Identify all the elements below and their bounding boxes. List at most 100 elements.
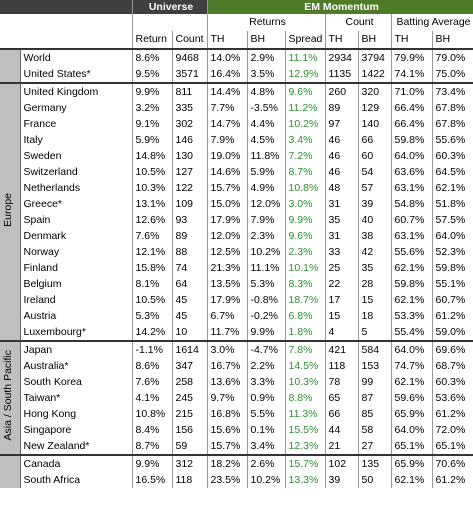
data-cell: 9.6% [285,82,326,100]
data-cell: 62.1% [391,472,433,488]
data-cell: 60 [358,148,392,164]
data-cell: 18.2% [207,454,248,472]
data-cell: 44 [325,422,359,438]
region-label: Asia / South Pacific [2,350,14,441]
data-cell: 65.9% [391,454,433,472]
data-cell: 12.9% [285,66,326,83]
data-cell: 46 [325,132,359,148]
data-cell: 3.4% [247,438,286,455]
data-row: United States* 9.5% 3571 16.4% 3.5% 12.9% 1135… [0,66,473,83]
data-cell: 2.9% [247,48,286,66]
data-cell: 10.3% [132,180,173,196]
country-name: Canada [20,454,133,472]
data-cell: 260 [325,82,359,100]
data-cell: 15.0% [207,196,248,212]
data-cell: 59.8% [432,260,473,276]
data-row: Hong Kong 10.8% 215 16.8% 5.5% 11.3% 66 85 65.9%… [0,406,473,422]
data-cell: 52.3% [432,244,473,260]
data-cell: 10.2% [285,116,326,132]
country-name: Germany [20,100,133,116]
data-cell: 14.0% [207,48,248,66]
data-cell: 68.7% [432,358,473,374]
data-cell: 65.1% [391,438,433,455]
data-cell: 55.6% [391,244,433,260]
country-name: United States* [20,66,133,83]
data-cell: 135 [358,454,392,472]
region-label: Europe [2,192,14,227]
data-cell: 31 [325,228,359,244]
data-cell: 3.4% [285,132,326,148]
data-cell: 46 [325,164,359,180]
data-cell: 63.1% [391,228,433,244]
data-cell: 14.2% [132,324,173,341]
data-cell: -0.2% [247,308,286,324]
data-cell: 3.5% [247,66,286,83]
data-cell: 258 [172,374,208,390]
data-cell: 13.3% [285,472,326,488]
data-cell: 31 [325,196,359,212]
data-cell: 9.9% [247,324,286,341]
data-cell: 51.8% [432,196,473,212]
data-cell: 9.5% [132,66,173,83]
region-cell: Asia / South Pacific [0,340,21,455]
data-cell: 11.7% [207,324,248,341]
data-cell: 59.6% [391,390,433,406]
data-cell: 66.4% [391,100,433,116]
data-cell: 109 [172,196,208,212]
data-cell: 23.5% [207,472,248,488]
data-cell: 73.4% [432,82,473,100]
data-cell: 62.1% [391,260,433,276]
data-cell: 85 [358,406,392,422]
data-cell: 62.1% [391,292,433,308]
data-cell: 99 [358,374,392,390]
data-cell: 16.8% [207,406,248,422]
country-name: Spain [20,212,133,228]
data-cell: 60.7% [432,292,473,308]
data-cell: 14.5% [285,358,326,374]
data-cell: 28 [358,276,392,292]
data-cell: 3794 [358,48,392,66]
header-em-momentum: EM Momentum [207,0,473,14]
data-cell: 17.9% [207,212,248,228]
data-cell: 14.6% [207,164,248,180]
data-cell: 60.3% [432,148,473,164]
data-cell: 93 [172,212,208,228]
data-cell: 245 [172,390,208,406]
data-cell: 64.0% [432,228,473,244]
data-cell: 64.0% [391,422,433,438]
data-cell: 4.4% [247,116,286,132]
data-cell: 10.3% [285,374,326,390]
data-row: Asia / South Pacific Japan -1.1% 1614 3.0% -4… [0,340,473,455]
data-cell: 64.5% [432,164,473,180]
data-cell: 1422 [358,66,392,83]
data-cell: 18 [358,308,392,324]
region-cell [0,48,21,83]
data-cell: 60.3% [432,374,473,390]
data-cell: 62.1% [391,374,433,390]
data-cell: 11.2% [285,100,326,116]
country-name: Belgium [20,276,133,292]
data-cell: 33 [325,244,359,260]
country-name: South Africa [20,472,133,488]
country-name: Norway [20,244,133,260]
data-cell: 10.1% [285,260,326,276]
data-cell: 9.7% [207,390,248,406]
data-cell: 11.8% [247,148,286,164]
data-cell: 12.0% [247,196,286,212]
data-cell: 45 [172,308,208,324]
data-cell: 7.7% [207,100,248,116]
data-cell: 16.7% [207,358,248,374]
table-body: Universe EM Momentum Returns Count Batti… [0,0,473,488]
data-cell: 10.8% [132,406,173,422]
data-cell: 72.0% [432,422,473,438]
data-cell: 10 [172,324,208,341]
results-table: Universe EM Momentum Returns Count Batti… [0,0,473,488]
data-cell: 13.1% [132,196,173,212]
data-row: Taiwan* 4.1% 245 9.7% 0.9% 8.8% 65 87 59.6% 53.6% [0,390,473,406]
data-cell: 7.6% [132,228,173,244]
data-row: Ireland 10.5% 45 17.9% -0.8% 18.7% 17 15 62.1% 60… [0,292,473,308]
data-cell: 8.7% [132,438,173,455]
data-cell: -3.5% [247,100,286,116]
data-cell: 11.1% [285,48,326,66]
column-header: Count [172,31,208,50]
